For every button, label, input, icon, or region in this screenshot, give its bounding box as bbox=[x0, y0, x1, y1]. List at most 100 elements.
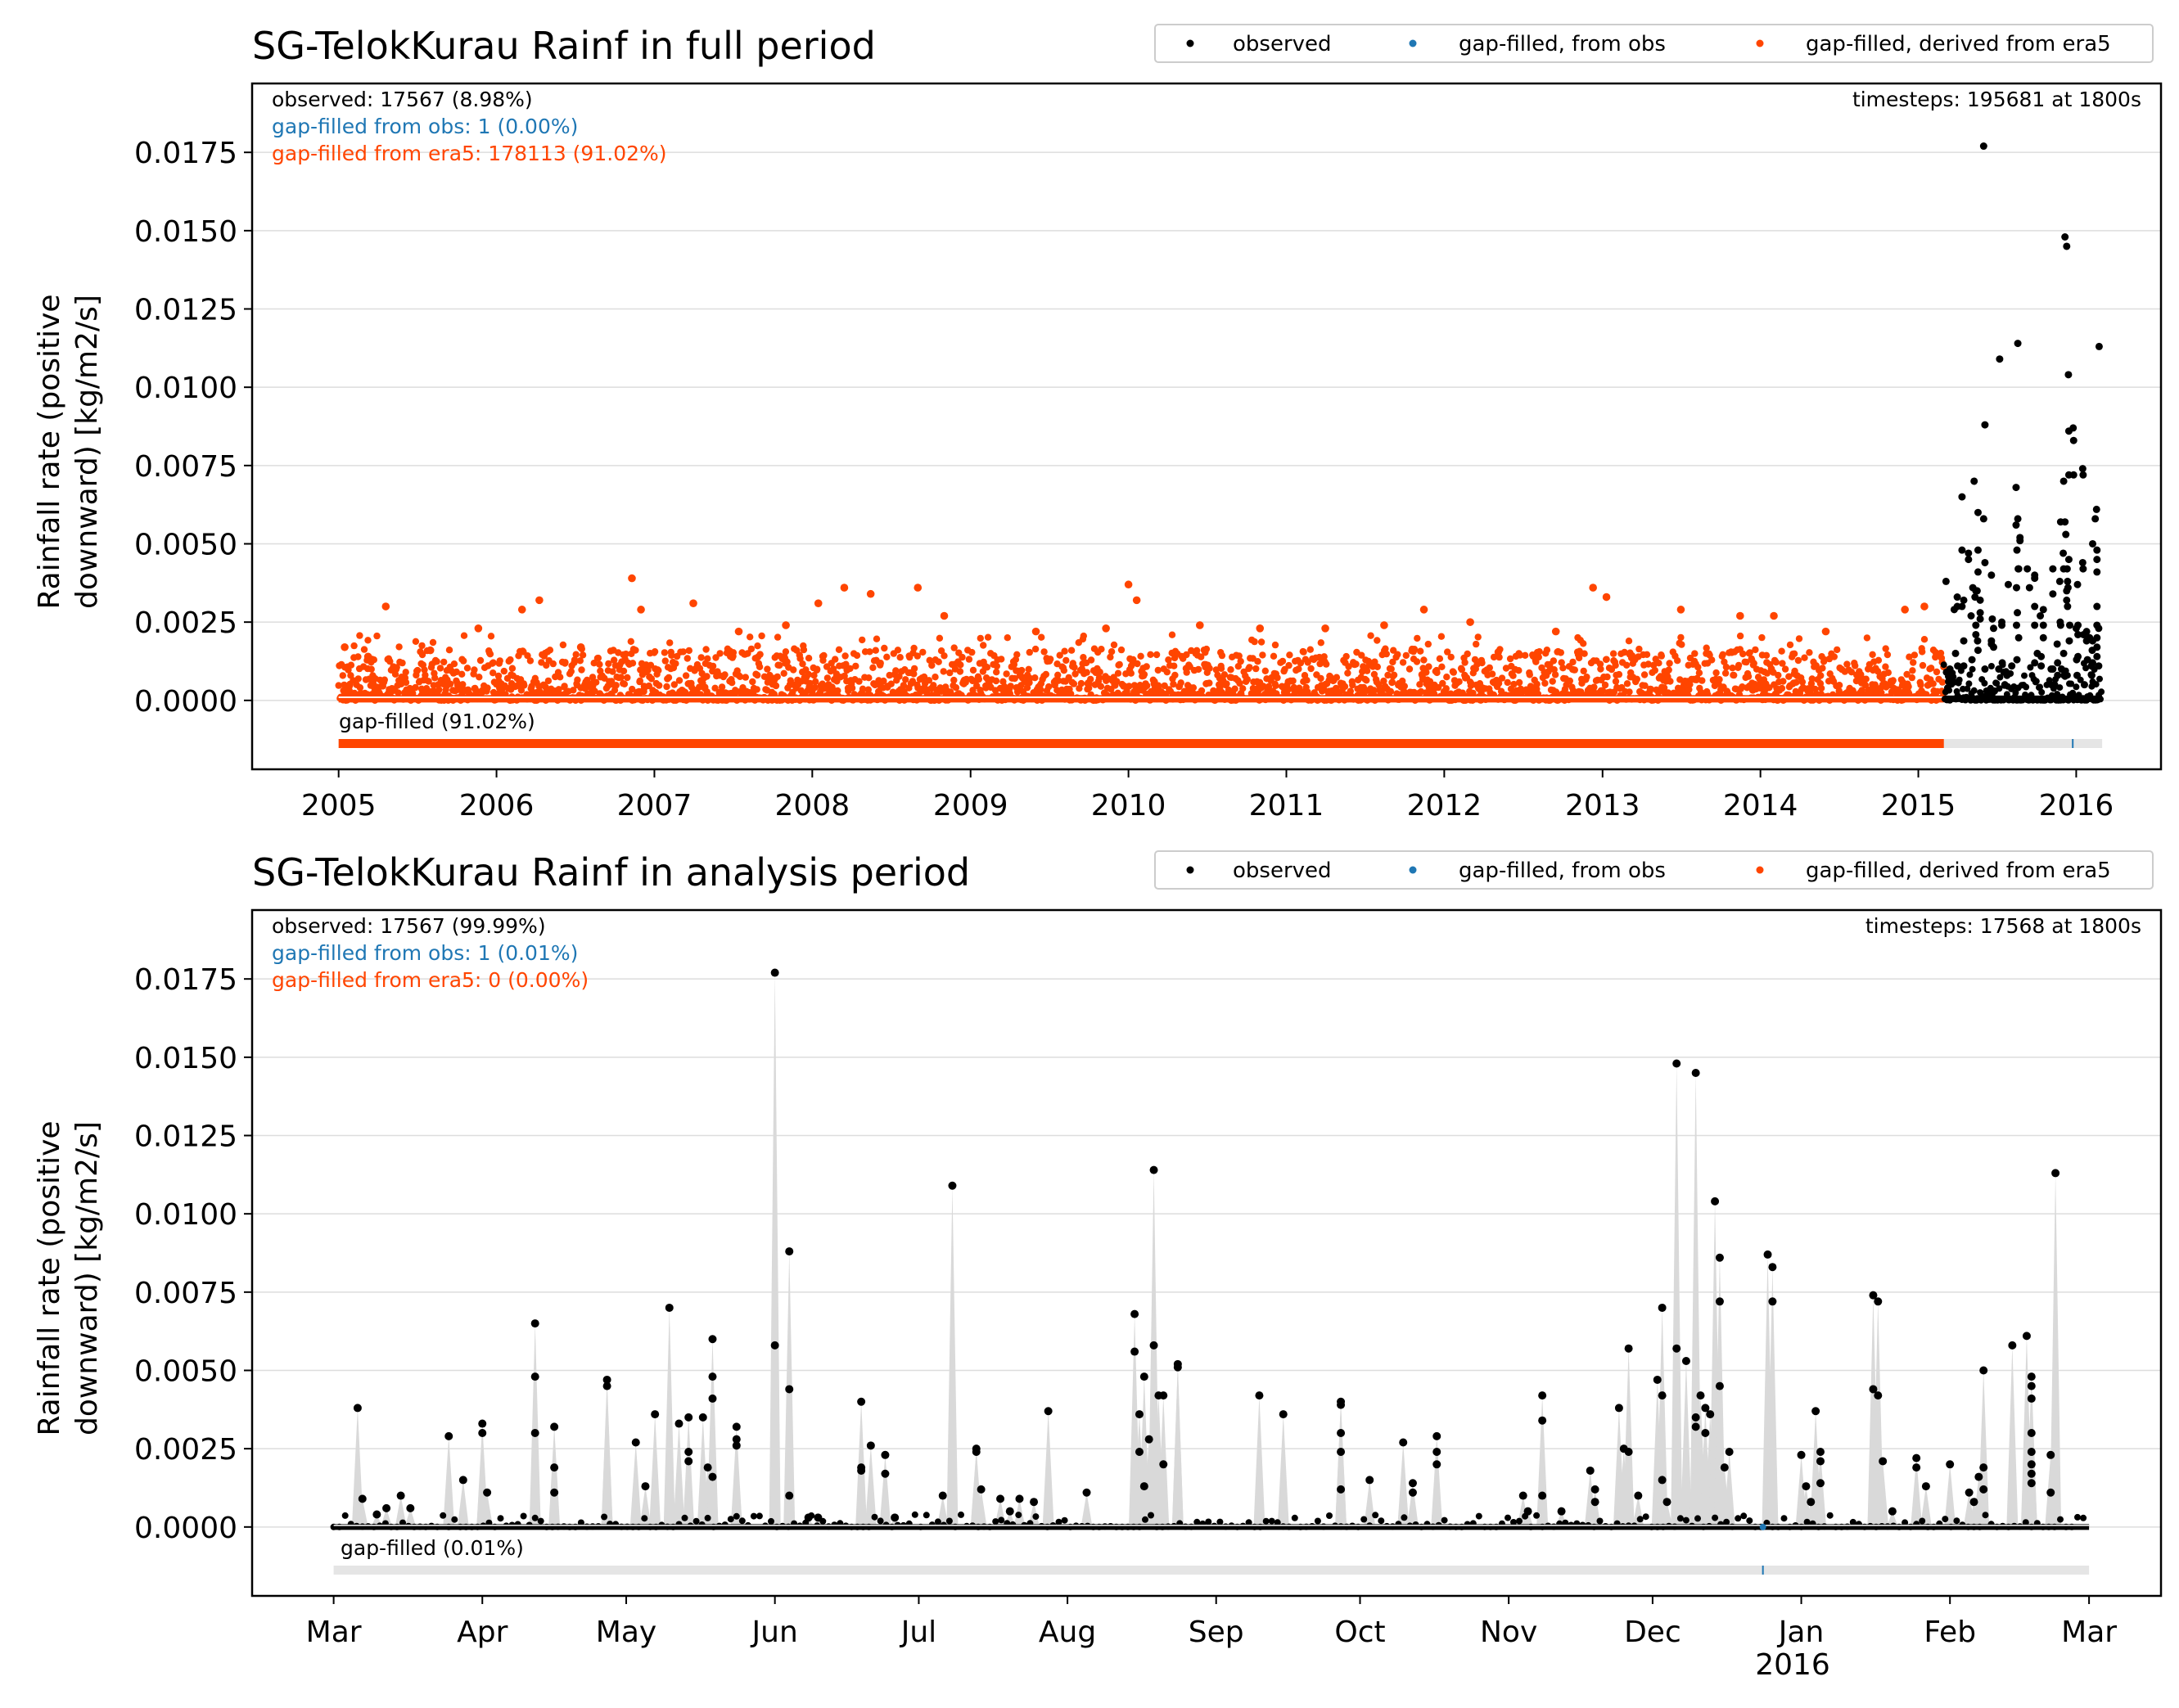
observed-point bbox=[785, 1247, 794, 1256]
era5-point bbox=[1140, 670, 1148, 678]
era5-point bbox=[576, 657, 584, 665]
era5-point bbox=[1317, 674, 1324, 683]
gap-bar-era5-segment bbox=[338, 739, 1944, 748]
era5-point bbox=[1236, 679, 1243, 687]
era5-point bbox=[562, 659, 569, 666]
era5-point bbox=[823, 674, 832, 682]
era5-point bbox=[1862, 675, 1870, 683]
observed-point bbox=[2093, 652, 2101, 660]
observed-point bbox=[2079, 471, 2087, 479]
legend-gap-obs-label: gap-filled, from obs bbox=[1459, 859, 1666, 883]
observed-point bbox=[1983, 687, 1992, 695]
era5-peak-point bbox=[1821, 627, 1830, 636]
observed-point bbox=[550, 1488, 559, 1497]
observed-point bbox=[857, 1466, 866, 1475]
x-tick-label: Nov bbox=[1480, 1616, 1537, 1649]
era5-point bbox=[476, 674, 483, 681]
era5-point bbox=[1096, 669, 1103, 676]
era5-point bbox=[1502, 665, 1510, 672]
era5-point bbox=[1743, 658, 1750, 666]
observed-point bbox=[1538, 1391, 1547, 1400]
era5-point bbox=[1604, 673, 1611, 681]
grey-envelope-spike bbox=[1680, 1361, 1692, 1527]
era5-point bbox=[1126, 683, 1133, 690]
grey-envelope-spike bbox=[864, 1445, 877, 1527]
era5-point bbox=[594, 654, 602, 662]
observed-point bbox=[1516, 1517, 1523, 1525]
observed-point bbox=[2078, 465, 2087, 473]
observed-point bbox=[2021, 672, 2028, 679]
observed-point bbox=[750, 1512, 757, 1520]
x-tick-label: 2012 bbox=[1407, 789, 1482, 822]
era5-point bbox=[1095, 674, 1103, 682]
observed-point bbox=[1279, 1410, 1288, 1419]
era5-point bbox=[579, 651, 587, 659]
era5-point bbox=[1098, 646, 1105, 653]
era5-point bbox=[1535, 653, 1543, 661]
era5-point bbox=[853, 651, 861, 660]
observed-point bbox=[2049, 590, 2057, 598]
era5-point bbox=[1929, 680, 1937, 687]
grey-envelope-spike bbox=[1397, 1442, 1410, 1527]
observed-point bbox=[1590, 1498, 1599, 1507]
observed-point bbox=[1974, 1472, 1983, 1481]
era5-point bbox=[873, 635, 881, 642]
era5-peak-point bbox=[1770, 611, 1778, 620]
grey-envelope-spike bbox=[1536, 1495, 1549, 1527]
era5-peak-point bbox=[734, 627, 743, 636]
observed-point bbox=[497, 1515, 504, 1522]
era5-point bbox=[1667, 678, 1674, 685]
legend-observed-marker bbox=[1186, 866, 1194, 874]
observed-point bbox=[1974, 647, 1982, 655]
observed-point bbox=[2092, 681, 2100, 688]
era5-point bbox=[810, 672, 818, 679]
era5-point bbox=[1218, 651, 1226, 660]
era5-point bbox=[697, 654, 705, 661]
era5-peak-point bbox=[1124, 580, 1133, 589]
observed-point bbox=[1005, 1507, 1014, 1516]
era5-point bbox=[1551, 671, 1559, 678]
observed-point bbox=[1965, 549, 1973, 557]
era5-point bbox=[1621, 648, 1628, 656]
observed-point bbox=[372, 1510, 381, 1519]
observed-point bbox=[2053, 640, 2061, 648]
legend-gap-obs-marker bbox=[1409, 39, 1417, 47]
observed-point bbox=[1441, 1516, 1448, 1524]
analysis-period-chart: SG-TelokKurau Rainf in analysis period R… bbox=[33, 850, 2163, 1682]
observed-point bbox=[2022, 1519, 2029, 1526]
observed-point bbox=[1365, 1476, 1374, 1485]
era5-point bbox=[571, 656, 579, 664]
observed-point bbox=[1976, 596, 1984, 604]
era5-point bbox=[932, 674, 939, 681]
analysis-period-ylabel: Rainfall rate (positive downward) [kg/m2… bbox=[33, 1120, 104, 1435]
observed-point bbox=[1586, 1466, 1595, 1475]
analysis-period-stat-gap-era5: gap-filled from era5: 0 (0.00%) bbox=[272, 968, 589, 992]
era5-point bbox=[1031, 674, 1039, 682]
observed-point bbox=[2027, 1447, 2036, 1456]
observed-point bbox=[972, 1447, 981, 1456]
observed-point bbox=[1337, 1397, 1346, 1406]
era5-point bbox=[1536, 648, 1543, 656]
observed-point bbox=[2098, 688, 2105, 696]
era5-point bbox=[1504, 678, 1511, 687]
era5-point bbox=[814, 665, 821, 673]
observed-point bbox=[1987, 663, 1995, 669]
era5-point bbox=[370, 656, 377, 664]
era5-point bbox=[450, 660, 458, 668]
observed-point bbox=[2025, 584, 2033, 592]
observed-point bbox=[1148, 1512, 1154, 1519]
era5-point bbox=[910, 670, 918, 678]
era5-point bbox=[852, 662, 859, 670]
era5-point bbox=[969, 666, 977, 674]
era5-point bbox=[910, 644, 918, 652]
era5-point bbox=[431, 674, 439, 682]
era5-point bbox=[487, 633, 495, 640]
observed-point bbox=[733, 1512, 740, 1520]
y-tick-label: 0.0125 bbox=[134, 294, 237, 327]
observed-point bbox=[1590, 1485, 1599, 1494]
era5-point bbox=[1435, 683, 1442, 692]
era5-point bbox=[914, 652, 922, 660]
observed-point bbox=[550, 1463, 559, 1472]
observed-point bbox=[1966, 671, 1974, 678]
era5-point bbox=[992, 677, 1000, 685]
